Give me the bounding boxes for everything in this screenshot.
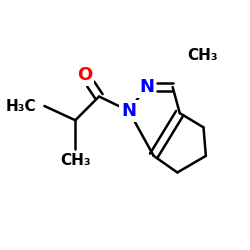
Text: CH₃: CH₃ <box>60 154 90 168</box>
Text: N: N <box>121 102 136 120</box>
Text: O: O <box>77 66 92 84</box>
Text: N: N <box>139 78 154 96</box>
Text: H₃C: H₃C <box>6 98 36 114</box>
Text: CH₃: CH₃ <box>187 48 218 63</box>
